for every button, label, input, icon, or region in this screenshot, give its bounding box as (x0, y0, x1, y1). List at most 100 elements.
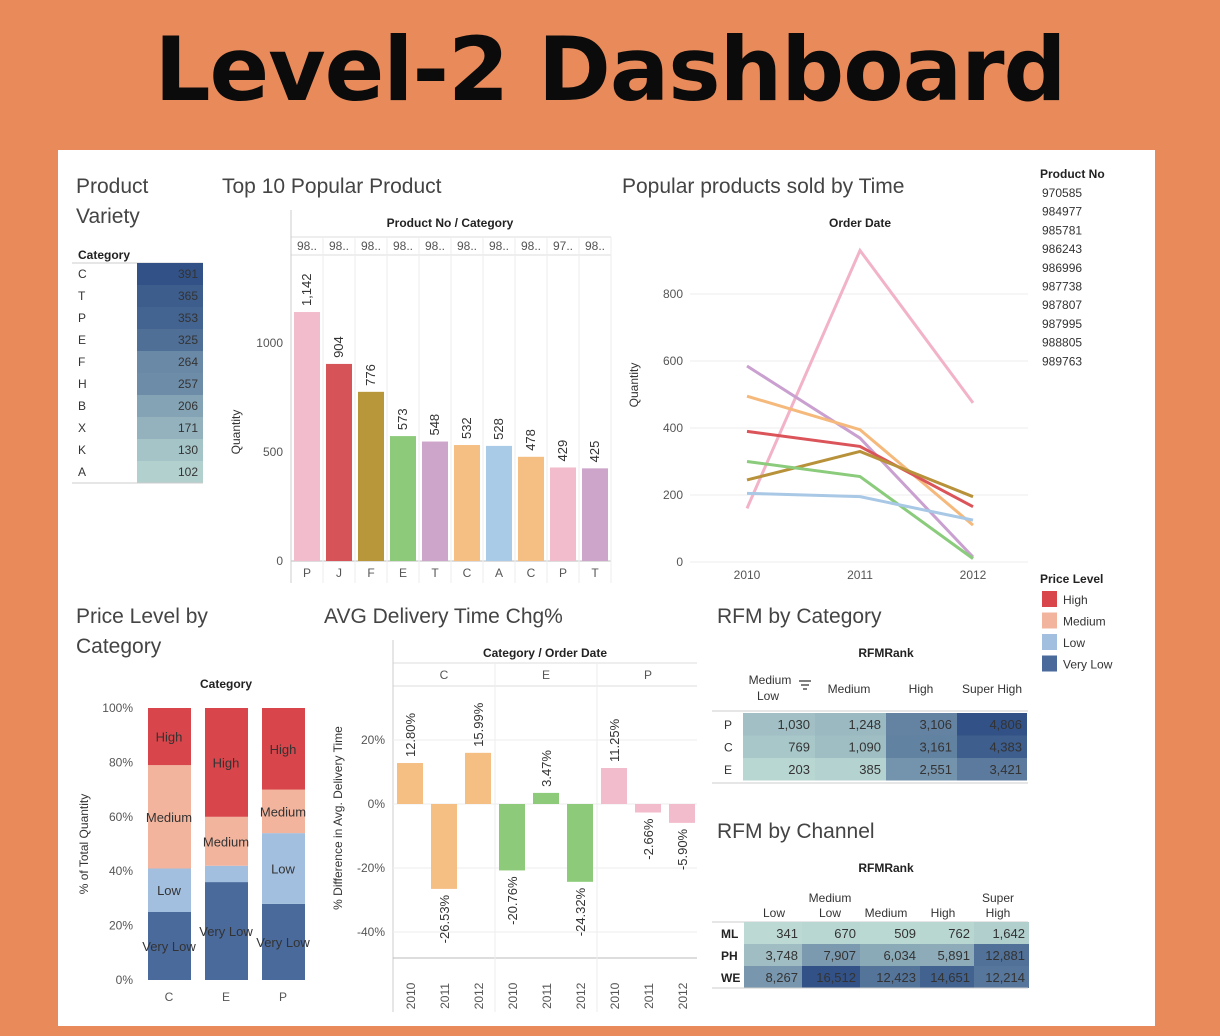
series-line (746, 491, 974, 522)
chart-title-line-2: Category (76, 635, 162, 658)
bar-value-label: 425 (587, 441, 602, 463)
cell-value: 1,090 (848, 740, 881, 755)
heat-cell (137, 439, 203, 461)
x-tick-label: 2010 (608, 982, 622, 1009)
stacked-segment (205, 865, 248, 883)
legend-item: 986996 (1042, 261, 1082, 275)
cell-value: 3,161 (919, 740, 952, 755)
heat-cell (860, 922, 920, 944)
col-label: Medium (865, 906, 908, 920)
heat-cell (137, 461, 203, 483)
x-tick-label: E (399, 566, 407, 580)
bar (567, 804, 593, 882)
legend-item: 986243 (1042, 242, 1082, 256)
row-label: A (78, 465, 86, 479)
heat-cell (137, 351, 203, 373)
stacked-segment (262, 789, 305, 834)
y-tick-label: 600 (663, 354, 683, 368)
stacked-segment (148, 765, 191, 869)
product-label: 98.. (521, 239, 541, 253)
legend-item: Medium (1063, 615, 1106, 629)
bar (601, 768, 627, 804)
chart-title: RFM by Channel (717, 820, 875, 843)
row-label: H (78, 377, 87, 391)
cell-value: 1,248 (848, 717, 881, 732)
segment-label: High (270, 742, 297, 757)
cell-value: 12,214 (985, 970, 1025, 985)
x-tick-label: 2010 (506, 982, 520, 1009)
x-tick-label: 2012 (676, 982, 690, 1009)
cell-value: 391 (178, 267, 198, 281)
product-label: 98.. (585, 239, 605, 253)
cell-value: 341 (776, 926, 798, 941)
row-label: P (78, 311, 86, 325)
heat-cell (744, 944, 802, 966)
bar (326, 363, 352, 561)
chart-title: AVG Delivery Time Chg% (324, 605, 563, 628)
col-label-part: Medium (809, 891, 852, 905)
cell-value: 257 (178, 377, 198, 391)
col-label-part: Super (982, 891, 1014, 905)
heat-cell (920, 944, 974, 966)
x-tick-label: 2012 (574, 982, 588, 1009)
chart-title: RFM by Category (717, 605, 882, 628)
x-tick-label: P (303, 566, 311, 580)
bar-value-label: 3.47% (539, 750, 554, 787)
bar-value-label: 15.99% (471, 702, 486, 747)
bar (550, 467, 576, 561)
cell-value: 12,423 (876, 970, 916, 985)
column-header: Category (78, 248, 130, 262)
row-label: ML (721, 927, 738, 941)
legend-item: Very Low (1063, 658, 1113, 672)
product-label: 98.. (393, 239, 413, 253)
col-label: Low (763, 906, 785, 920)
cell-value: 325 (178, 333, 198, 347)
segment-label: Medium (203, 834, 249, 849)
row-label: WE (721, 971, 740, 985)
cell-value: 14,651 (930, 970, 970, 985)
row-label: X (78, 421, 86, 435)
cell-value: 171 (178, 421, 198, 435)
segment-label: Very Low (142, 939, 196, 954)
heat-cell (815, 758, 886, 781)
x-tick-label: 2012 (960, 568, 987, 582)
y-axis-label: % Difference in Avg. Delivery Time (331, 726, 345, 910)
row-label: E (78, 333, 86, 347)
series-line (746, 364, 975, 559)
cell-value: 206 (178, 399, 198, 413)
segment-label: Medium (146, 810, 192, 825)
y-tick-label: 500 (263, 445, 283, 459)
heat-cell (974, 922, 1029, 944)
heat-cell (957, 735, 1027, 758)
column-header: Product No / Category (387, 216, 514, 230)
stacked-segment (148, 868, 191, 912)
col-label-part: Low (757, 689, 779, 703)
bar-value-label: 1,142 (299, 273, 314, 306)
y-tick-label: 40% (109, 864, 133, 878)
x-tick-label: 2011 (847, 568, 873, 582)
x-tick-label: F (367, 566, 374, 580)
cell-value: 1,642 (992, 926, 1025, 941)
cell-value: 509 (894, 926, 916, 941)
cell-value: 16,512 (816, 970, 856, 985)
segment-label: High (213, 755, 240, 770)
group-label: P (644, 668, 652, 682)
x-tick-label: E (222, 990, 230, 1004)
y-tick-label: 0 (276, 554, 283, 568)
cell-value: 7,907 (823, 948, 856, 963)
series-line (746, 460, 974, 560)
bar (635, 804, 661, 813)
col-label-part: Low (819, 906, 841, 920)
heat-cell (137, 285, 203, 307)
cell-value: 102 (178, 465, 198, 479)
stacked-segment (205, 816, 248, 866)
stacked-segment (148, 912, 191, 980)
heat-cell (815, 713, 886, 736)
x-tick-label: 2010 (404, 982, 418, 1009)
chart-title: Top 10 Popular Product (222, 175, 442, 198)
y-tick-label: 200 (663, 488, 683, 502)
x-tick-label: A (495, 566, 503, 580)
bar-value-label: 11.25% (607, 718, 622, 762)
y-tick-label: 400 (663, 421, 683, 435)
heat-cell (886, 735, 957, 758)
